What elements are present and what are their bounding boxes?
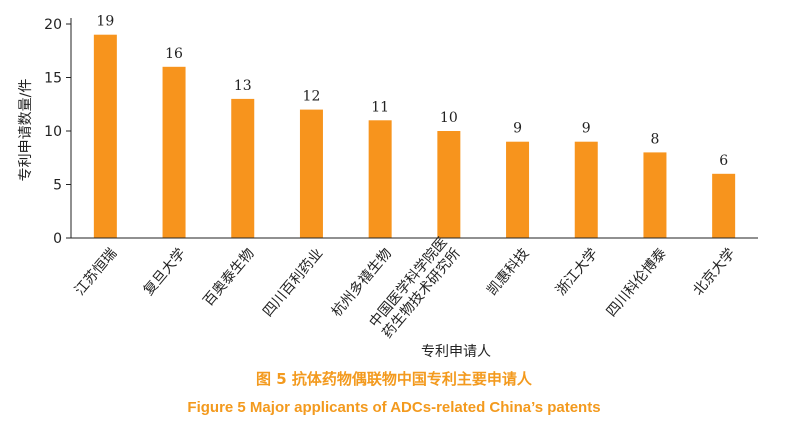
x-tick-label: 四川百利药业: [260, 246, 326, 321]
y-tick-label: 10: [44, 124, 62, 140]
bar: [506, 141, 530, 238]
bar-value-label: 12: [303, 89, 321, 105]
bar: [643, 152, 667, 238]
x-tick-label: 北京大学: [690, 246, 738, 299]
bar: [93, 34, 117, 239]
x-tick-label: 凯惠科技: [484, 246, 532, 299]
bar-value-label: 6: [719, 153, 728, 169]
bar: [368, 120, 392, 238]
x-tick-label: 江苏恒瑞: [72, 246, 120, 299]
x-tick-label-text: 浙江大学: [553, 246, 601, 299]
y-axis: 0 5 10 15 20: [44, 17, 72, 247]
y-tick-label: 15: [44, 71, 62, 87]
bar-value-label: 16: [165, 46, 183, 62]
x-tick-label-text: 北京大学: [690, 246, 738, 299]
bar: [299, 109, 323, 238]
x-tick-label-text: 四川科伦博泰: [603, 245, 670, 320]
bar: [437, 131, 461, 238]
bar: [231, 98, 255, 239]
bar-value-label: 11: [371, 99, 389, 115]
x-tick-label-text: 百奥泰生物: [200, 245, 258, 310]
y-tick-label: 20: [44, 17, 62, 33]
y-axis-title: 专利申请数量/件: [18, 79, 34, 182]
x-tick-label: 复旦大学: [140, 245, 189, 299]
x-tick-label-text: 凯惠科技: [484, 246, 532, 299]
x-tick-label-text: 江苏恒瑞: [72, 246, 120, 299]
figure-caption-chinese: 图 5 抗体药物偶联物中国专利主要申请人: [256, 370, 532, 388]
bar-value-label: 19: [96, 14, 114, 30]
x-axis-title: 专利申请人: [421, 344, 491, 360]
figure-caption-english: Figure 5 Major applicants of ADCs-relate…: [187, 399, 601, 416]
x-tick-label: 浙江大学: [553, 246, 601, 299]
bar-value-label: 13: [234, 78, 252, 94]
bar: [712, 173, 736, 238]
x-tick-label-text: 四川百利药业: [260, 246, 326, 321]
bar-value-label: 8: [650, 131, 659, 147]
bar-value-label: 9: [513, 121, 522, 137]
bar-value-label: 9: [582, 121, 591, 137]
bar-chart: 05101520 1916131211109 986 江苏恒瑞 复旦大学 百奥泰生物四…: [18, 14, 758, 360]
bars: 19 16 13 12 11 10 9 9 8 6: [93, 14, 736, 239]
bar: [162, 66, 186, 238]
bar-value-label: 10: [440, 110, 458, 126]
x-tick-label: 百奥泰生物: [200, 245, 258, 310]
y-tick-label: 0: [53, 231, 62, 247]
x-tick-label-text: 复旦大学: [140, 245, 189, 299]
x-tick-label: 四川科伦博泰: [603, 245, 670, 320]
x-axis: 江苏恒瑞 复旦大学 百奥泰生物 四川百利药业 杭州多禧生物中国医学科学院医药生物技术研究…: [71, 235, 758, 342]
bar: [574, 141, 598, 238]
y-tick-label: 5: [53, 178, 62, 194]
